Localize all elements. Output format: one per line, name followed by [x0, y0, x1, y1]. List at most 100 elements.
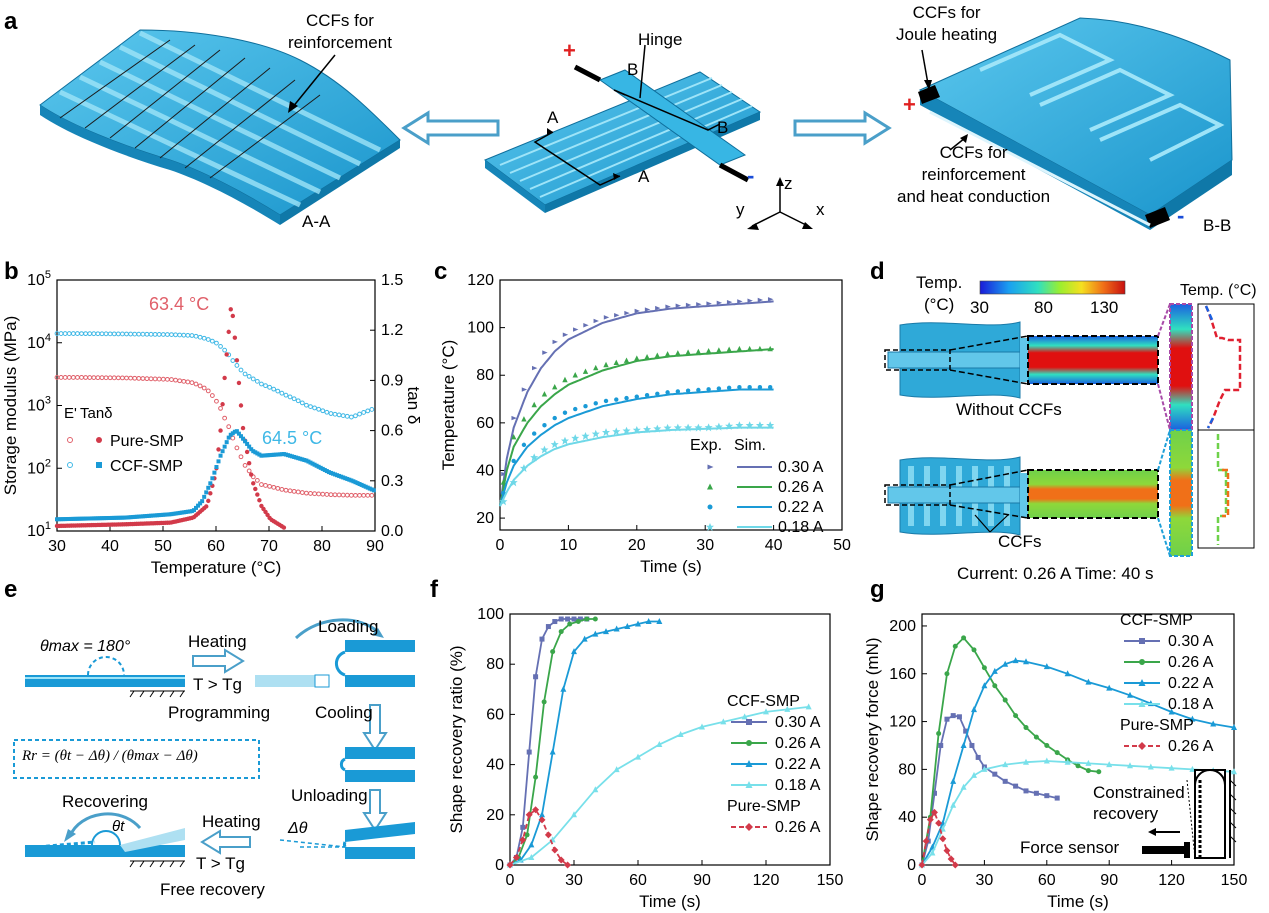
data-point: [326, 470, 331, 475]
data-point: [148, 331, 154, 337]
data-point: [99, 331, 105, 337]
e-unloaded-beam: [279, 822, 415, 859]
data-point: [224, 440, 229, 445]
legend-marker: [96, 437, 102, 443]
data-point: [177, 378, 183, 384]
data-point: [58, 331, 64, 336]
exp-point: [542, 423, 547, 428]
data-point: [528, 853, 535, 860]
data-point: [357, 411, 362, 417]
e-free-recovery: Free recovery: [160, 880, 265, 899]
axes-triad: [751, 183, 809, 227]
data-point: [220, 449, 225, 454]
data-point: [254, 378, 260, 384]
data-point: [304, 458, 309, 463]
data-point: [209, 393, 215, 398]
x-tick-label: 40: [765, 537, 783, 554]
data-point: [157, 513, 162, 518]
data-point: [173, 377, 178, 383]
data-point: [140, 514, 145, 519]
data-point: [784, 705, 791, 712]
exp-point: [501, 471, 507, 477]
data-point: [107, 375, 113, 381]
data-point: [308, 460, 313, 465]
data-point: [332, 492, 338, 498]
data-point: [83, 516, 88, 521]
data-point: [67, 516, 72, 521]
y2-axis-label: tan δ: [404, 387, 420, 425]
data-point: [951, 861, 959, 869]
data-point: [152, 376, 158, 382]
exp-point: [560, 436, 569, 445]
y-tick-label: 105: [27, 269, 51, 289]
a-right-top-line2: Joule heating: [896, 25, 998, 44]
data-point: [344, 413, 350, 419]
data-point: [253, 486, 258, 492]
data-point: [200, 499, 205, 504]
data-point: [950, 777, 957, 784]
data-point: [124, 515, 129, 520]
data-point: [146, 513, 151, 518]
legend-label: Pure-SMP: [110, 433, 184, 450]
exp-point: [694, 423, 703, 432]
legend-label: 0.26 A: [1168, 654, 1214, 671]
exp-point: [591, 429, 600, 438]
exp-point: [614, 313, 620, 318]
data-point: [132, 375, 138, 381]
exp-point: [603, 398, 609, 404]
data-point: [567, 621, 573, 627]
exp-point: [725, 421, 734, 430]
data-point: [545, 624, 551, 630]
data-point: [1231, 724, 1237, 731]
exp-point: [583, 323, 589, 328]
exp-point: [501, 490, 506, 496]
x-axis-label: Time (s): [640, 557, 702, 576]
b-annot-ccf: 64.5 °C: [262, 428, 323, 448]
data-point: [656, 741, 663, 748]
data-point: [230, 313, 236, 319]
y-tick-label: 40: [898, 809, 916, 826]
y-tick-label: 0: [495, 857, 504, 874]
legend-label: 0.26 A: [1168, 738, 1214, 755]
data-point: [251, 481, 256, 486]
x-tick-label: 10: [560, 537, 578, 554]
legend-marker: [745, 781, 753, 788]
data-point: [244, 449, 250, 455]
data-point: [1085, 678, 1092, 685]
data-point: [971, 706, 977, 713]
data-point: [226, 329, 231, 335]
exp-point: [704, 423, 713, 432]
data-point: [202, 494, 207, 499]
legend-header-sim: Sim.: [734, 437, 766, 454]
data-point: [193, 333, 199, 339]
y2-tick-label: 1.2: [381, 322, 403, 339]
data-point: [255, 492, 260, 497]
data-point: [214, 464, 219, 469]
data-point: [371, 488, 376, 493]
data-point: [981, 765, 988, 772]
data-point: [273, 452, 278, 457]
data-point: [367, 486, 372, 491]
data-point: [310, 461, 315, 466]
y2-tick-label: 0.3: [381, 473, 403, 490]
d-cbar-tick-30: 30: [970, 298, 989, 317]
series-line: [509, 620, 660, 866]
panel-label-a: a: [4, 8, 18, 35]
data-point: [75, 375, 80, 380]
plot-frame: [509, 613, 831, 866]
data-point: [222, 444, 227, 449]
data-point: [104, 516, 109, 521]
data-point: [287, 394, 293, 400]
data-point: [344, 492, 350, 498]
data-point: [232, 429, 237, 434]
data-point: [263, 483, 268, 488]
d-label-without: Without CCFs: [956, 400, 1062, 419]
data-point: [1127, 691, 1133, 698]
legend-label: 0.26 A: [775, 819, 821, 836]
data-point: [265, 453, 270, 458]
exp-point: [602, 428, 611, 437]
exp-point: [540, 445, 549, 454]
g-constrained: Constrained recovery: [1093, 782, 1185, 824]
data-point: [302, 457, 307, 462]
y-tick-label: 80: [476, 367, 494, 384]
